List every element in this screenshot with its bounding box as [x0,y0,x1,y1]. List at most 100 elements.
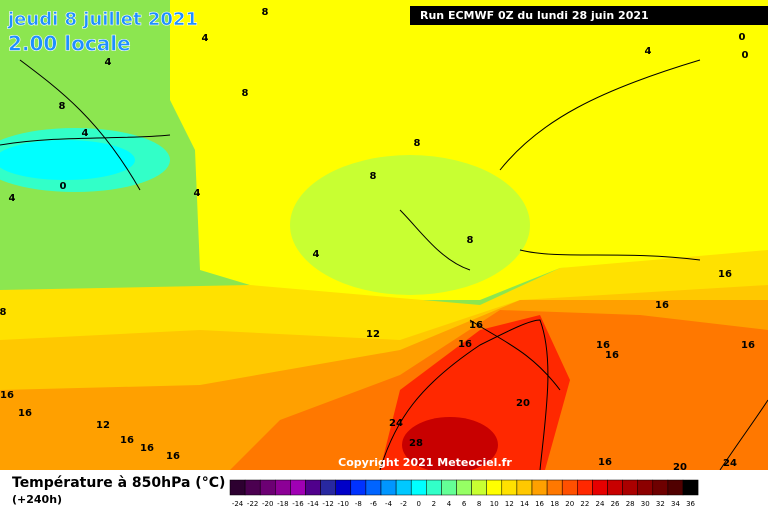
contour-label: 12 [366,329,380,340]
contour-label: 8 [59,101,66,112]
color-scale: -24 -22 -20 -18 -16 -14 -12 -10 -8 -6 -4 -2 0 2 4 6 8 10 1… [229,479,699,508]
contour-label: 16 [140,443,154,454]
scale-label: 4 [447,500,452,508]
color-swatch [682,479,699,496]
scale-label: 12 [505,500,514,508]
contour-label: 8 [370,171,377,182]
contour-label: 0 [739,32,746,43]
scale-label: -6 [370,500,378,508]
scale-label: -24 [232,500,244,508]
scale-label: 22 [580,500,589,508]
color-swatch [531,479,548,496]
color-swatch [486,479,503,496]
scale-label: 8 [477,500,481,508]
scale-label: 16 [535,500,544,508]
contour-label: 16 [741,340,755,351]
contour-label: 4 [9,193,16,204]
contour-label: 16 [458,339,472,350]
contour-label: 16 [469,320,483,331]
scale-label: 10 [490,500,499,508]
scale-label: 34 [671,500,680,508]
color-swatch [365,479,382,496]
color-swatch [516,479,533,496]
color-swatch [380,479,397,496]
contour-label: 28 [409,438,423,449]
scale-label: 32 [656,500,665,508]
contour-label: 0 [60,181,67,192]
color-swatch [622,479,638,496]
contour-label: 4 [313,249,320,260]
forecast-date: jeudi 8 juillet 2021 [7,9,198,30]
color-swatch [275,479,291,496]
color-swatch [501,479,518,496]
legend-lead: (+240h) [12,493,62,506]
scale-label: 26 [611,500,620,508]
scale-label: -8 [355,500,362,508]
contour-label: 20 [516,398,530,409]
color-swatch [290,479,306,496]
contour-label: 0 [742,50,749,61]
contour-label: 16 [0,390,14,401]
color-swatch [335,479,352,496]
contour-label: 16 [598,457,612,468]
color-swatch [592,479,608,496]
scale-label: -12 [322,500,333,508]
contour-label: 12 [96,420,110,431]
color-swatch [305,479,321,496]
color-swatch [244,479,261,496]
scale-label: -18 [277,500,288,508]
scale-label: 30 [641,500,650,508]
contour-label: 16 [18,408,32,419]
color-swatch [395,479,412,496]
contour-label: 8 [0,307,7,318]
scale-label: 6 [462,500,467,508]
scale-label: -2 [400,500,407,508]
contour-label: 16 [120,435,134,446]
scale-label: 36 [686,500,695,508]
scale-label: -20 [262,500,273,508]
color-swatch [561,479,578,496]
contour-label: 4 [202,33,209,44]
color-swatch [320,479,336,496]
temperature-field [0,0,768,473]
color-swatch [577,479,593,496]
scale-label: -16 [292,500,304,508]
scale-label: -4 [385,500,393,508]
run-banner [410,6,768,25]
run-info: Run ECMWF 0Z du lundi 28 juin 2021 [420,9,649,22]
contour-label: 16 [655,300,669,311]
contour-label: 16 [718,269,732,280]
color-swatch [410,479,427,496]
forecast-time: 2.00 locale [8,32,131,56]
color-swatch [259,479,276,496]
contour-label: 24 [389,418,403,429]
color-swatch [637,479,654,496]
scale-label: 2 [432,500,436,508]
scale-label: 14 [520,500,529,508]
contour-label: 4 [105,57,112,68]
contour-label: 4 [82,128,89,139]
scale-label: 0 [417,500,421,508]
legend-title: Température à 850hPa (°C) [12,475,225,491]
contour-label: 4 [645,46,652,57]
scale-label: -14 [307,500,319,508]
contour-label: 16 [596,340,610,351]
copyright: Copyright 2021 Meteociel.fr [338,456,512,469]
contour-label: 16 [166,451,180,462]
color-swatch [426,479,442,496]
scale-label: 18 [550,500,559,508]
color-swatch [471,479,487,496]
scale-label: -10 [338,500,349,508]
scale-label: 20 [565,500,574,508]
color-swatch [667,479,684,496]
contour-label: 8 [467,235,474,246]
color-swatch [229,479,246,496]
contour-label: 16 [605,350,619,361]
scale-label: 24 [595,500,604,508]
color-swatch [441,479,457,496]
contour-label: 4 [194,188,201,199]
color-swatch [456,479,472,496]
